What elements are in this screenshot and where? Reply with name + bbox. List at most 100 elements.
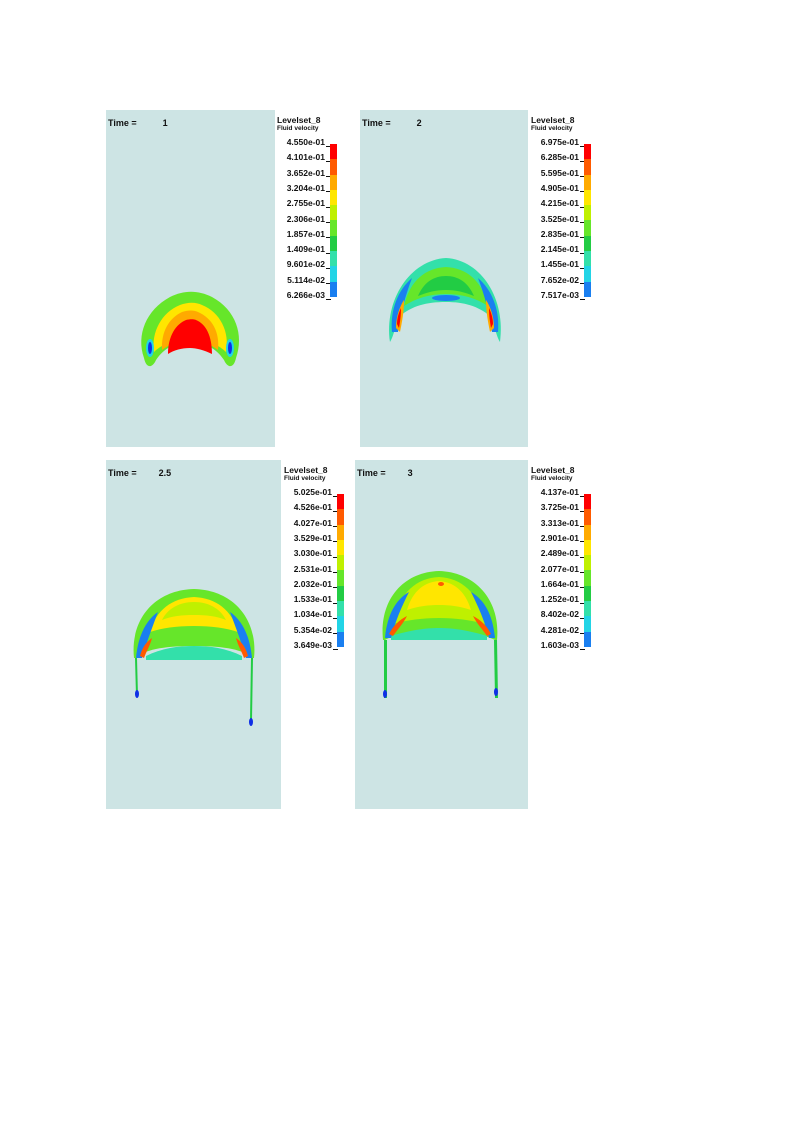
legend-tick-label: 1.409e-01 xyxy=(286,244,325,255)
legend-color-segment xyxy=(584,555,591,571)
legend-color-segment xyxy=(584,524,591,540)
legend-color-segment xyxy=(330,174,337,190)
legend-tick: 2.835e-01 xyxy=(531,228,585,240)
legend-tick-mark xyxy=(326,222,331,223)
legend-tick-mark xyxy=(333,495,338,497)
legend-color-segment xyxy=(584,159,591,175)
legend-color-segment xyxy=(584,189,591,206)
legend-tick-label: 3.525e-01 xyxy=(540,213,579,224)
legend-tick-mark xyxy=(326,145,331,147)
legend-tick-label: 2.489e-01 xyxy=(540,548,579,559)
time-value: 1 xyxy=(162,118,168,128)
legend-tick: 6.285e-01 xyxy=(531,151,585,163)
velocity-contour-plume xyxy=(141,291,239,367)
legend-tick: 1.533e-01 xyxy=(284,593,338,605)
color-legend: Levelset_8 Fluid velocity 6.975e-01 6.285… xyxy=(531,115,591,306)
legend-subtitle: Fluid velocity xyxy=(531,475,573,482)
legend-tick-label: 6.266e-03 xyxy=(286,290,325,300)
legend-tick-label: 1.034e-01 xyxy=(293,609,332,620)
legend-tick: 2.145e-01 xyxy=(531,243,585,255)
legend-color-segment xyxy=(337,524,344,540)
legend-color-segment xyxy=(584,251,591,267)
legend-tick-label: 9.601e-02 xyxy=(286,259,325,270)
legend-color-segment xyxy=(330,189,337,206)
legend-tick-label: 3.204e-01 xyxy=(286,182,325,193)
legend-tick-label: 1.664e-01 xyxy=(540,578,579,589)
legend-tick: 2.531e-01 xyxy=(284,563,338,575)
legend-tick: 1.409e-01 xyxy=(277,243,331,255)
legend-tick: 1.455e-01 xyxy=(531,258,585,270)
legend-tick-mark xyxy=(580,237,585,239)
legend-tick-label: 3.313e-01 xyxy=(540,517,579,528)
legend-color-segment xyxy=(330,159,337,175)
legend-tick: 5.114e-02 xyxy=(277,274,331,286)
legend-tick-label: 3.030e-01 xyxy=(293,548,332,559)
legend-color-segment xyxy=(584,266,591,282)
legend-tick-label: 4.215e-01 xyxy=(540,198,579,209)
legend-tick-mark xyxy=(580,572,585,573)
time-value: 2.5 xyxy=(158,468,172,478)
legend-tick-mark xyxy=(326,191,331,193)
legend-color-segment xyxy=(584,509,591,525)
legend-tick: 2.489e-01 xyxy=(531,547,585,559)
legend-color-segment xyxy=(584,601,591,617)
time-value: 3 xyxy=(407,468,413,478)
legend-tick-label: 4.281e-02 xyxy=(540,624,579,635)
legend-subtitle: Fluid velocity xyxy=(531,125,573,132)
legend-tick: 3.204e-01 xyxy=(277,182,331,194)
legend-tick: 1.857e-01 xyxy=(277,228,331,240)
legend-tick-mark xyxy=(580,252,585,254)
legend-tick: 4.215e-01 xyxy=(531,197,585,209)
legend-color-segment xyxy=(337,555,344,571)
legend-color-segment xyxy=(337,601,344,617)
legend-scale: 6.975e-01 6.285e-01 5.595e-01 4.905e-01 4.21… xyxy=(531,136,591,306)
legend-color-segment xyxy=(337,539,344,556)
simulation-panel-t1 xyxy=(106,110,275,447)
legend-color-segment xyxy=(584,631,591,647)
legend-color-segment xyxy=(584,281,591,297)
legend-tick: 3.030e-01 xyxy=(284,547,338,559)
legend-tick-mark xyxy=(326,160,331,162)
legend-tick-label: 3.529e-01 xyxy=(293,532,332,543)
legend-tick-mark xyxy=(580,176,585,178)
legend-color-bar xyxy=(584,494,591,647)
legend-tick-mark xyxy=(326,206,331,208)
legend-color-segment xyxy=(330,266,337,282)
legend-tick: 2.901e-01 xyxy=(531,532,585,544)
legend-tick-label: 2.032e-01 xyxy=(293,578,332,589)
legend-tick-label: 4.027e-01 xyxy=(293,517,332,528)
legend-tick: 4.137e-01 xyxy=(531,486,585,498)
legend-subtitle: Fluid velocity xyxy=(277,125,319,132)
color-legend: Levelset_8 Fluid velocity 4.550e-01 4.101… xyxy=(277,115,337,306)
legend-tick-label: 4.905e-01 xyxy=(540,182,579,193)
legend-color-segment xyxy=(584,174,591,190)
legend-scale: 4.137e-01 3.725e-01 3.313e-01 2.901e-01 2.48… xyxy=(531,486,591,656)
legend-color-segment xyxy=(330,144,337,160)
legend-tick-label: 1.533e-01 xyxy=(293,594,332,605)
legend-color-segment xyxy=(584,494,591,510)
legend-color-segment xyxy=(337,616,344,632)
legend-tick-label: 2.755e-01 xyxy=(286,198,325,209)
legend-color-segment xyxy=(337,631,344,647)
legend-tick: 4.027e-01 xyxy=(284,517,338,529)
legend-tick-label: 2.306e-01 xyxy=(286,213,325,224)
legend-tick-mark xyxy=(333,587,338,589)
color-legend: Levelset_8 Fluid velocity 5.025e-01 4.526… xyxy=(284,465,344,656)
legend-tick: 3.529e-01 xyxy=(284,532,338,544)
time-label: Time = 2 xyxy=(362,118,422,128)
legend-color-segment xyxy=(330,235,337,252)
legend-tick-mark xyxy=(580,206,585,208)
legend-tick-mark xyxy=(326,267,331,269)
legend-tick-label: 4.526e-01 xyxy=(293,502,332,513)
legend-color-segment xyxy=(584,616,591,632)
legend-tick-label: 1.603e-03 xyxy=(540,640,579,650)
velocity-contour-plume xyxy=(133,589,255,726)
legend-tick: 4.526e-01 xyxy=(284,501,338,513)
legend-tick-label: 1.857e-01 xyxy=(286,228,325,239)
legend-title: Levelset_8 xyxy=(531,465,575,475)
legend-tick-mark xyxy=(333,526,338,528)
time-label: Time = 1 xyxy=(108,118,168,128)
legend-tick: 2.755e-01 xyxy=(277,197,331,209)
legend-tick-label: 6.285e-01 xyxy=(540,152,579,163)
color-legend: Levelset_8 Fluid velocity 4.137e-01 3.725… xyxy=(531,465,591,656)
